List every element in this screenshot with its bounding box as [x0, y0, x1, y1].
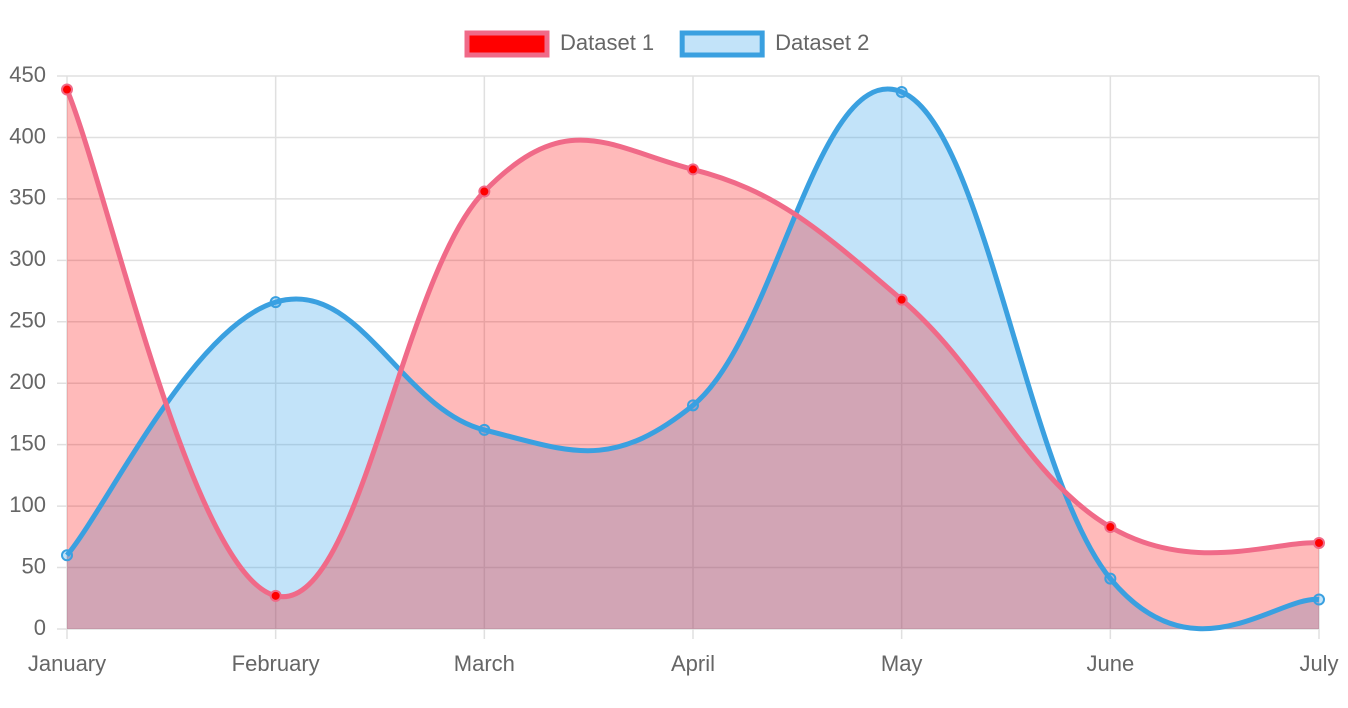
- line: [65, 86, 1320, 632]
- y-tick-label: 50: [22, 553, 46, 578]
- x-tick-label: July: [1299, 651, 1338, 676]
- y-tick-label: 150: [9, 430, 46, 455]
- x-tick-label: January: [28, 651, 106, 676]
- legend-swatch: [679, 30, 765, 58]
- area: [67, 89, 1319, 630]
- y-tick-label: 100: [9, 492, 46, 517]
- x-tick-label: February: [232, 651, 320, 676]
- legend-swatch: [464, 30, 550, 58]
- y-tick-label: 450: [9, 62, 46, 87]
- area: [67, 89, 1319, 630]
- point: [478, 423, 491, 436]
- point: [895, 85, 908, 98]
- point: [687, 163, 699, 176]
- legend-label: Dataset 1: [560, 30, 654, 55]
- point: [1104, 572, 1117, 585]
- line: [64, 88, 1320, 600]
- y-tick-label: 300: [9, 246, 46, 271]
- point: [1104, 521, 1117, 534]
- y-tick-label: 350: [9, 185, 46, 210]
- point: [1313, 536, 1325, 549]
- x-tick-label: March: [454, 651, 515, 676]
- point: [687, 399, 699, 412]
- y-tick-label: 200: [9, 369, 46, 394]
- point: [61, 549, 73, 562]
- x-tick-label: April: [671, 651, 715, 676]
- point: [269, 296, 282, 309]
- x-tick-label: May: [881, 651, 923, 676]
- point: [1313, 593, 1325, 606]
- point: [478, 185, 491, 198]
- y-tick-label: 400: [9, 123, 46, 148]
- point: [895, 293, 908, 306]
- legend-label: Dataset 2: [775, 30, 869, 55]
- point: [61, 83, 73, 96]
- x-tick-label: June: [1086, 651, 1134, 676]
- y-tick-label: 0: [34, 615, 46, 640]
- y-tick-label: 250: [9, 308, 46, 333]
- point: [269, 589, 282, 602]
